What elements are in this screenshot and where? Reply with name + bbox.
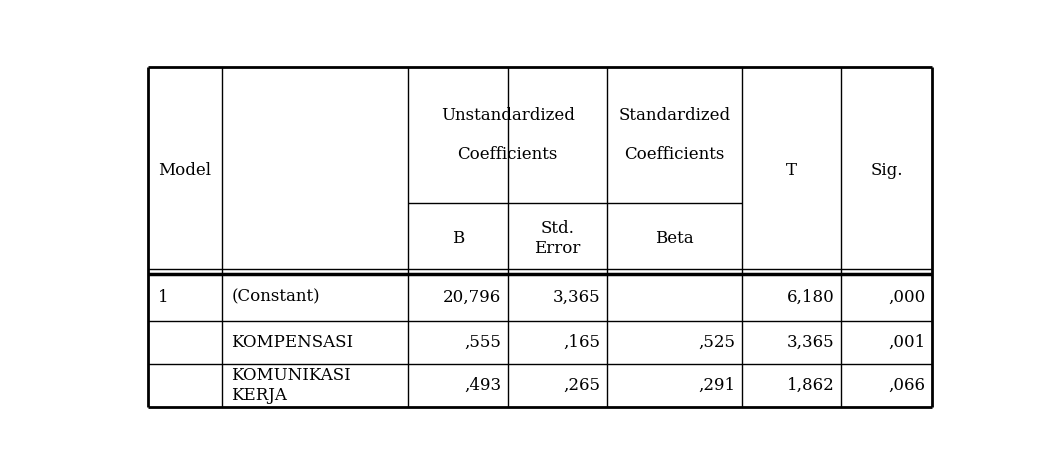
Text: B: B	[452, 230, 464, 247]
Text: Std.
Error: Std. Error	[534, 220, 581, 257]
Text: ,066: ,066	[889, 377, 925, 394]
Text: ,165: ,165	[564, 334, 601, 351]
Text: Sig.: Sig.	[871, 162, 903, 179]
Text: 3,365: 3,365	[553, 289, 601, 306]
Text: ,001: ,001	[889, 334, 925, 351]
Text: 6,180: 6,180	[787, 289, 835, 306]
Text: 20,796: 20,796	[443, 289, 501, 306]
Text: ,525: ,525	[698, 334, 735, 351]
Text: Model: Model	[158, 162, 211, 179]
Text: ,555: ,555	[464, 334, 501, 351]
Text: Standardized

Coefficients: Standardized Coefficients	[619, 107, 730, 163]
Text: (Constant): (Constant)	[232, 289, 320, 306]
Text: Unstandardized

Coefficients: Unstandardized Coefficients	[441, 107, 574, 163]
Text: 3,365: 3,365	[787, 334, 835, 351]
Text: T: T	[786, 162, 797, 179]
Text: 1,862: 1,862	[787, 377, 835, 394]
Text: KOMUNIKASI
KERJA: KOMUNIKASI KERJA	[232, 368, 351, 404]
Text: ,265: ,265	[564, 377, 601, 394]
Text: ,000: ,000	[889, 289, 925, 306]
Text: Beta: Beta	[656, 230, 694, 247]
Text: KOMPENSASI: KOMPENSASI	[232, 334, 354, 351]
Text: 1: 1	[158, 289, 169, 306]
Text: ,291: ,291	[698, 377, 735, 394]
Text: ,493: ,493	[464, 377, 501, 394]
